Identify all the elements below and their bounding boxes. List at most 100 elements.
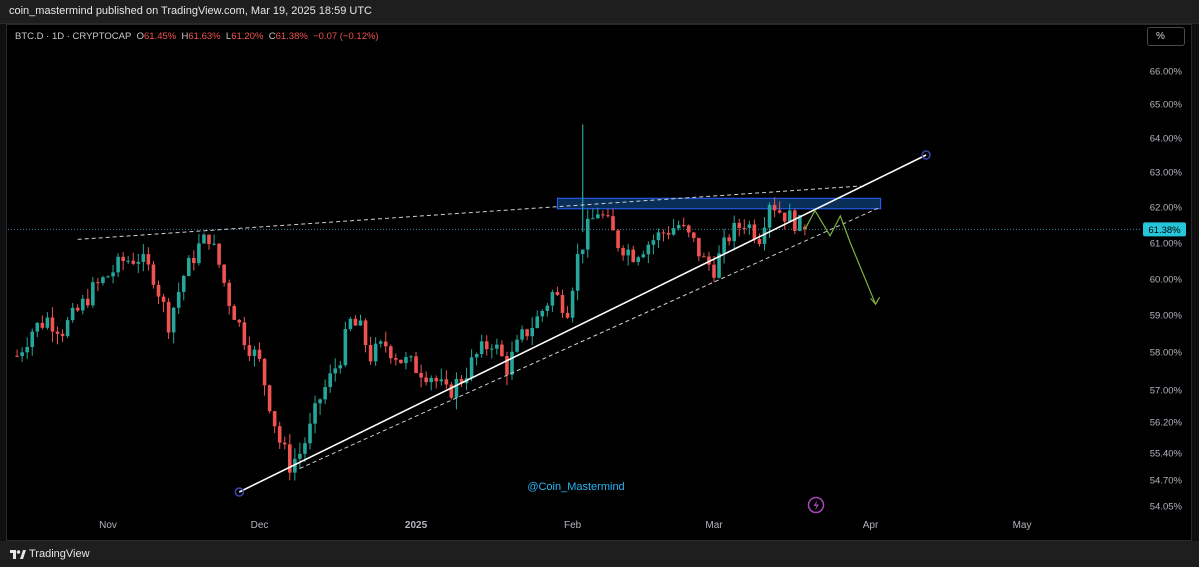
candle-body	[30, 331, 35, 348]
candle-body	[772, 204, 777, 211]
high-label: H	[181, 31, 189, 42]
candle-body	[40, 322, 45, 328]
candle-body	[192, 257, 196, 264]
candle-body	[692, 232, 696, 238]
candle-body	[666, 232, 671, 235]
candle-body	[333, 368, 338, 374]
low-label: L	[225, 31, 232, 42]
percent-scale-button[interactable]: %	[1147, 27, 1185, 46]
y-tick-label: 58.00%	[1150, 348, 1183, 359]
candle-body	[505, 356, 509, 375]
candle-body	[631, 249, 635, 262]
open-label: O	[136, 31, 144, 42]
y-tick-label: 55.40%	[1150, 449, 1183, 460]
candle-body	[176, 291, 181, 308]
candle-body	[181, 276, 186, 292]
candle-body	[65, 320, 70, 337]
candle-body	[141, 254, 146, 262]
candle-body	[267, 385, 272, 412]
candle-body	[20, 352, 24, 357]
close-label: C	[268, 31, 276, 42]
y-tick-label: 56.20%	[1150, 418, 1183, 429]
dashed-trendline	[299, 206, 881, 469]
low-value: 61.20%	[231, 31, 264, 42]
support-trendline	[238, 154, 927, 493]
candle-body	[560, 295, 565, 313]
candle-body	[338, 365, 343, 369]
candle-body	[490, 348, 494, 350]
candle-body	[752, 224, 757, 240]
candle-body	[707, 256, 711, 265]
candle-body	[535, 316, 540, 328]
candle-body	[121, 256, 125, 262]
candle-body	[171, 307, 176, 333]
y-tick-label: 60.00%	[1150, 275, 1183, 286]
candle-body	[787, 210, 792, 222]
candle-body	[202, 234, 206, 244]
candle-body	[429, 378, 433, 383]
projection-arrowhead	[870, 296, 881, 306]
candle-body	[474, 354, 479, 358]
candle-body	[671, 228, 676, 235]
candle-body	[777, 210, 782, 213]
candle-body	[611, 216, 615, 231]
candle-body	[570, 290, 575, 318]
candle-body	[247, 345, 252, 356]
close-value: 61.38%	[275, 31, 308, 42]
candle-body	[591, 218, 595, 220]
candle-body	[116, 256, 120, 273]
candle-body	[80, 298, 85, 311]
candle-body	[293, 458, 297, 473]
candle-body	[722, 237, 726, 254]
candle-body	[318, 399, 322, 404]
candle-body	[515, 339, 519, 352]
candle-body	[530, 327, 534, 337]
candle-body	[409, 356, 413, 358]
candle-body	[373, 343, 378, 362]
candle-body	[495, 344, 499, 349]
candle-body	[237, 319, 242, 323]
high-value: 61.63%	[188, 31, 221, 42]
candle-body	[75, 307, 80, 311]
candle-body	[232, 305, 237, 320]
x-tick-label: Nov	[99, 520, 117, 531]
candle-body	[727, 237, 731, 242]
trendline-anchor-handle	[921, 150, 931, 160]
candle-body	[555, 292, 560, 296]
y-tick-label: 61.00%	[1150, 239, 1183, 250]
candle-body	[676, 225, 681, 229]
candle-body	[399, 359, 403, 364]
candle-body	[550, 292, 555, 306]
y-tick-label: 63.00%	[1150, 168, 1183, 179]
dashed-trendline	[77, 185, 861, 240]
candle-body	[358, 320, 363, 326]
footer-bar: TradingView	[0, 541, 1199, 567]
candle-body	[520, 329, 524, 340]
candle-body	[737, 222, 742, 228]
publish-title: coin_mastermind published on TradingView…	[9, 5, 372, 17]
candle-body	[712, 264, 716, 278]
candle-body	[444, 379, 449, 385]
candle-body	[207, 234, 211, 245]
candle-body	[308, 423, 312, 444]
candle-body	[656, 232, 661, 241]
x-tick-label: 2025	[405, 520, 428, 531]
candle-body	[469, 357, 474, 379]
x-tick-label: Apr	[863, 520, 879, 531]
candle-body	[343, 329, 348, 366]
chart-panel[interactable]	[6, 24, 1192, 541]
candle-body	[596, 214, 600, 219]
candle-body	[565, 312, 570, 318]
candle-body	[227, 282, 231, 306]
candle-body	[732, 222, 736, 242]
candle-body	[328, 373, 332, 387]
candle-body	[500, 344, 504, 357]
candle-body	[767, 204, 772, 228]
candle-body	[414, 356, 418, 373]
candle-body	[151, 264, 156, 285]
candle-body	[661, 232, 666, 234]
publish-header: coin_mastermind published on TradingView…	[0, 0, 1199, 24]
y-tick-label: 66.00%	[1150, 67, 1183, 78]
candle-body	[449, 384, 454, 398]
